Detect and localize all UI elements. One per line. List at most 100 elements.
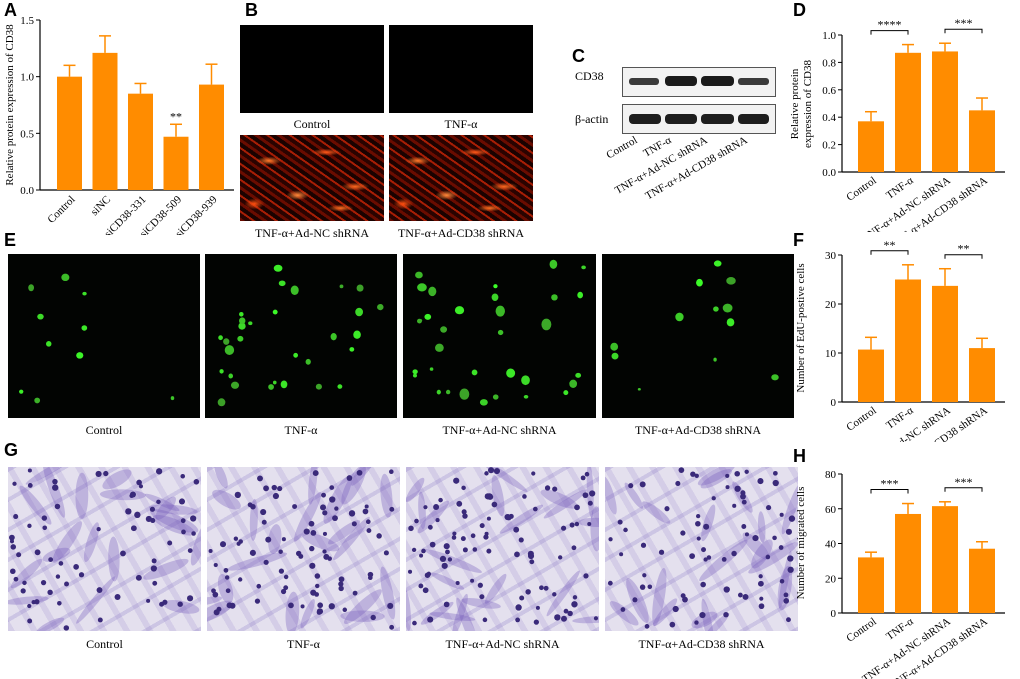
migration-pore-cell — [329, 485, 335, 490]
edu-nucleus — [81, 325, 88, 331]
migration-cell-body — [268, 524, 282, 555]
migration-pore-cell — [723, 586, 730, 593]
migration-cell-body — [144, 493, 180, 512]
edu-nucleus — [551, 294, 558, 301]
migration-pore-cell — [452, 531, 457, 536]
band-cd38-4 — [738, 78, 769, 85]
migration-pore-cell — [138, 484, 144, 489]
edu-nucleus — [272, 309, 278, 315]
migration-pore-cell — [427, 524, 433, 530]
migration-cell-body — [214, 467, 228, 489]
edu-nucleus — [339, 284, 344, 289]
chart-f-bar — [932, 285, 958, 402]
migration-cell-body — [609, 601, 639, 626]
migration-pore-cell — [619, 552, 624, 557]
chart-h-bracket — [870, 489, 909, 494]
migration-pore-cell — [34, 549, 41, 556]
migration-pore-cell — [513, 526, 520, 533]
migration-pore-cell — [642, 573, 647, 578]
migration-pore-cell — [664, 506, 670, 512]
fluorescence-image-adcd38 — [389, 135, 533, 221]
migration-pore-cell — [561, 615, 567, 622]
chart-d-bar — [969, 110, 995, 172]
edu-nucleus — [353, 330, 361, 339]
migration-cell-body — [300, 599, 315, 629]
edu-nucleus — [435, 343, 444, 352]
edu-nucleus — [76, 352, 84, 359]
migration-cell-body — [207, 596, 223, 606]
edu-nucleus — [563, 390, 569, 396]
chart-d-ylabel: Relative proteinexpression of CD38 — [790, 60, 814, 148]
migration-cell-body — [83, 522, 100, 562]
fluorescence-image-adnc — [240, 135, 384, 221]
chart-h-bracket — [944, 487, 983, 492]
migration-pore-cell — [765, 554, 771, 560]
panel-label-b: B — [245, 0, 258, 20]
edu-nucleus — [610, 342, 619, 351]
migration-cell-body — [652, 567, 667, 626]
migration-pore-cell — [408, 525, 414, 532]
migration-pore-cell — [438, 497, 443, 503]
migration-pore-cell — [103, 470, 109, 477]
caption-g-control: Control — [86, 637, 123, 651]
edu-nucleus — [305, 358, 311, 365]
edu-nucleus — [248, 321, 253, 326]
edu-nucleus — [722, 303, 733, 313]
chart-h-ytick-label: 40 — [825, 539, 837, 551]
migration-cells-tnf — [207, 467, 396, 631]
migration-pore-cell — [180, 473, 186, 479]
migration-pore-cell — [644, 624, 650, 629]
chart-a: 0.0 0.5 1.0 1.5 Relative protein expression … — [4, 15, 234, 235]
chart-f-bracket — [944, 254, 983, 259]
migration-pore-cell — [249, 549, 256, 556]
edu-nucleus — [37, 313, 44, 320]
migration-pore-cell — [187, 595, 194, 602]
panel-label-a: A — [4, 0, 17, 20]
migration-pore-cell — [758, 603, 765, 610]
chart-h-xtick-label: Control — [844, 616, 878, 645]
migration-pore-cell — [680, 530, 686, 536]
edu-image-tnf — [205, 254, 397, 418]
migration-cell-body — [653, 598, 678, 627]
migration-pore-cell — [766, 504, 772, 511]
migration-pore-cell — [356, 469, 363, 476]
migration-cell-body — [742, 532, 770, 560]
migration-pore-cell — [129, 493, 134, 499]
migration-cell-body — [475, 467, 528, 492]
migration-cell-body — [751, 539, 773, 569]
edu-nucleus — [28, 284, 35, 292]
blot-cd38-bands — [629, 76, 769, 86]
migration-pore-cell — [229, 602, 236, 609]
chart-f-bracket-label: ** — [884, 238, 896, 252]
edu-nucleus — [428, 286, 437, 297]
edu-nucleus — [337, 384, 343, 389]
migration-pore-cell — [13, 576, 19, 582]
migration-pore-cell — [479, 594, 485, 600]
migration-cell-body — [75, 472, 89, 519]
migration-cell-body — [302, 532, 340, 552]
edu-nucleus — [238, 322, 246, 330]
migration-pore-cell — [130, 525, 137, 532]
chart-h: 0 20 40 60 80 Number of migrated cells Control… — [795, 469, 1005, 679]
migration-pore-cell — [593, 616, 599, 621]
migration-cell-body — [333, 516, 370, 561]
migration-pore-cell — [539, 585, 544, 591]
migration-pore-cell — [694, 473, 699, 478]
migration-pore-cell — [389, 506, 395, 512]
migration-pore-cell — [487, 467, 495, 474]
edu-nucleus — [223, 338, 230, 345]
migration-pore-cell — [700, 581, 706, 588]
migration-pore-cell — [177, 601, 183, 607]
fluorescence-image-control — [240, 25, 384, 113]
migration-pore-cell — [223, 567, 229, 573]
migration-pore-cell — [22, 580, 27, 586]
migration-pore-cell — [12, 481, 17, 486]
chart-d-xtick-label: Control — [844, 175, 878, 204]
migration-pore-cell — [389, 624, 395, 630]
edu-nucleus — [268, 384, 274, 390]
chart-h-ytick-label: 80 — [825, 469, 837, 481]
migration-pore-cell — [41, 515, 48, 521]
migration-pore-cell — [225, 588, 231, 594]
migration-pore-cell — [759, 596, 764, 601]
migration-pore-cell — [213, 562, 218, 568]
